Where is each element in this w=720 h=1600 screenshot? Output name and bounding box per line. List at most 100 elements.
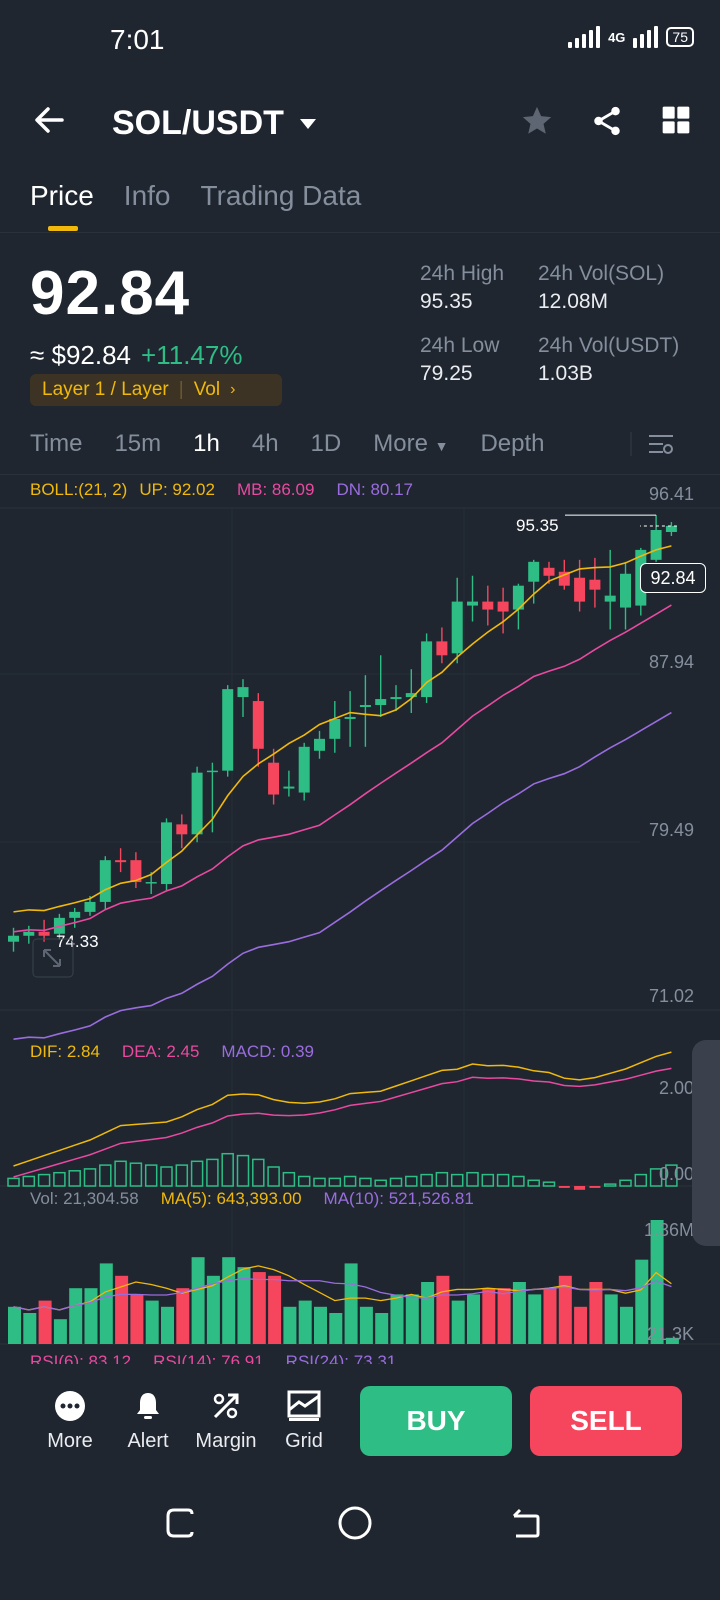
star-icon[interactable]: [520, 104, 554, 138]
alert-button[interactable]: Alert: [108, 1390, 188, 1453]
macd-bar: [83, 1168, 97, 1187]
macd-dea: DEA: 2.45: [121, 1042, 200, 1061]
vol-value: Vol: 21,304.58: [30, 1189, 139, 1208]
tab-trading-data[interactable]: Trading Data: [200, 180, 362, 211]
candle: [222, 689, 234, 771]
macd-bar: [665, 1164, 678, 1187]
grid-menu-icon[interactable]: [660, 104, 692, 136]
home-icon[interactable]: [336, 1504, 374, 1542]
status-time: 7:01: [110, 24, 165, 55]
margin-label: Margin: [195, 1430, 257, 1452]
axis-label: 79.49: [648, 820, 694, 840]
axis-label: 96.41: [648, 484, 694, 504]
tab-info[interactable]: Info: [123, 180, 171, 211]
axis-label: 1.36M: [643, 1220, 694, 1240]
boll-mb-line: [13, 604, 672, 933]
axis-label: 87.94: [648, 652, 694, 672]
candle: [497, 601, 509, 612]
interval-time[interactable]: Time: [30, 430, 83, 457]
boll-mb: MB: 86.09: [236, 480, 315, 499]
macd-bar: [450, 1173, 464, 1187]
grid-bot-icon: [287, 1390, 321, 1421]
volume-bar: [543, 1288, 557, 1344]
boll-up: UP: 92.02: [139, 480, 215, 499]
candle: [283, 786, 295, 789]
candle: [161, 822, 172, 885]
expand-icon[interactable]: [32, 938, 74, 978]
interval-15m[interactable]: 15m: [114, 430, 162, 457]
macd-bar: [466, 1171, 479, 1187]
pair-selector[interactable]: SOL/USDT: [112, 104, 318, 143]
tab-price[interactable]: Price: [30, 180, 94, 211]
volume-bar: [222, 1257, 236, 1344]
volume-bar: [482, 1288, 496, 1344]
candle: [268, 762, 280, 795]
boll-label: BOLL:(21, 2): [30, 480, 128, 499]
margin-button[interactable]: Margin: [186, 1390, 266, 1453]
candle: [38, 931, 50, 936]
volume-bar: [467, 1294, 480, 1344]
candle: [650, 530, 662, 560]
macd-bar: [282, 1171, 296, 1187]
rsi14: RSI(14): 76.91: [153, 1352, 264, 1364]
macd-legend: DIF: 2.84 DEA: 2.45 MACD: 0.39: [30, 1042, 314, 1062]
macd-dea-line: [13, 1067, 672, 1178]
macd-bar: [53, 1171, 66, 1187]
volume-bar: [635, 1259, 649, 1344]
volume-bar: [574, 1306, 588, 1344]
more-dots-icon: [55, 1391, 85, 1421]
more-button[interactable]: More: [30, 1390, 110, 1453]
back-nav-icon[interactable]: [508, 1506, 542, 1540]
divider: [0, 232, 720, 233]
interval-depth[interactable]: Depth: [480, 430, 545, 457]
candle: [99, 860, 111, 902]
interval-more[interactable]: More ▼: [373, 430, 448, 458]
category-tag[interactable]: Layer 1 / Layer | Vol ›: [30, 374, 282, 406]
candle: [145, 882, 157, 884]
macd-bar: [558, 1186, 570, 1188]
kline-chart[interactable]: [0, 474, 720, 1374]
buy-button[interactable]: BUY: [360, 1386, 512, 1456]
price-change: +11.47%: [141, 340, 243, 370]
boll-legend: BOLL:(21, 2) UP: 92.02 MB: 86.09 DN: 80.…: [30, 480, 413, 500]
volume-bar: [145, 1300, 159, 1344]
grid-button[interactable]: Grid: [264, 1390, 344, 1453]
share-icon[interactable]: [590, 104, 624, 138]
rsi24: RSI(24): 73.31: [285, 1352, 397, 1364]
header-actions: [520, 104, 692, 138]
macd-bar: [527, 1179, 540, 1187]
last-price: 92.84: [30, 259, 191, 328]
volume-bar: [528, 1294, 542, 1344]
interval-4h[interactable]: 4h: [251, 430, 279, 457]
volume-bar: [115, 1275, 129, 1344]
interval-1h[interactable]: 1h: [193, 430, 220, 457]
volume-bar: [206, 1275, 220, 1344]
vol-usdt-value: 1.03B: [538, 362, 593, 385]
candle: [206, 770, 218, 773]
volume-bar: [69, 1288, 83, 1344]
vol-ma5-line: [13, 1265, 672, 1311]
rsi-legend: RSI(6): 83.12 RSI(14): 76.91 RSI(24): 73…: [30, 1352, 720, 1364]
macd-bar: [206, 1158, 219, 1187]
sell-button[interactable]: SELL: [530, 1386, 682, 1456]
volume-bar: [375, 1313, 389, 1344]
volume-bar: [283, 1306, 297, 1344]
volume-bar: [405, 1294, 419, 1344]
macd-bar: [175, 1164, 189, 1187]
candle: [421, 641, 433, 698]
caret-down-icon: [299, 118, 316, 129]
signal-icon-2: [633, 26, 659, 48]
back-arrow-icon[interactable]: [30, 100, 70, 140]
recent-apps-icon[interactable]: [164, 1506, 198, 1540]
edge-panel-handle[interactable]: [692, 1040, 720, 1246]
candle: [237, 687, 249, 698]
interval-1d[interactable]: 1D: [310, 430, 342, 457]
candle: [23, 931, 35, 936]
grid-label: Grid: [285, 1430, 323, 1452]
candle: [84, 901, 96, 912]
volume-bar: [314, 1306, 327, 1344]
macd-bar: [99, 1164, 112, 1187]
chart-settings-icon[interactable]: [648, 432, 674, 458]
macd-bar: [129, 1162, 143, 1187]
high-label: 24h High: [420, 262, 505, 285]
